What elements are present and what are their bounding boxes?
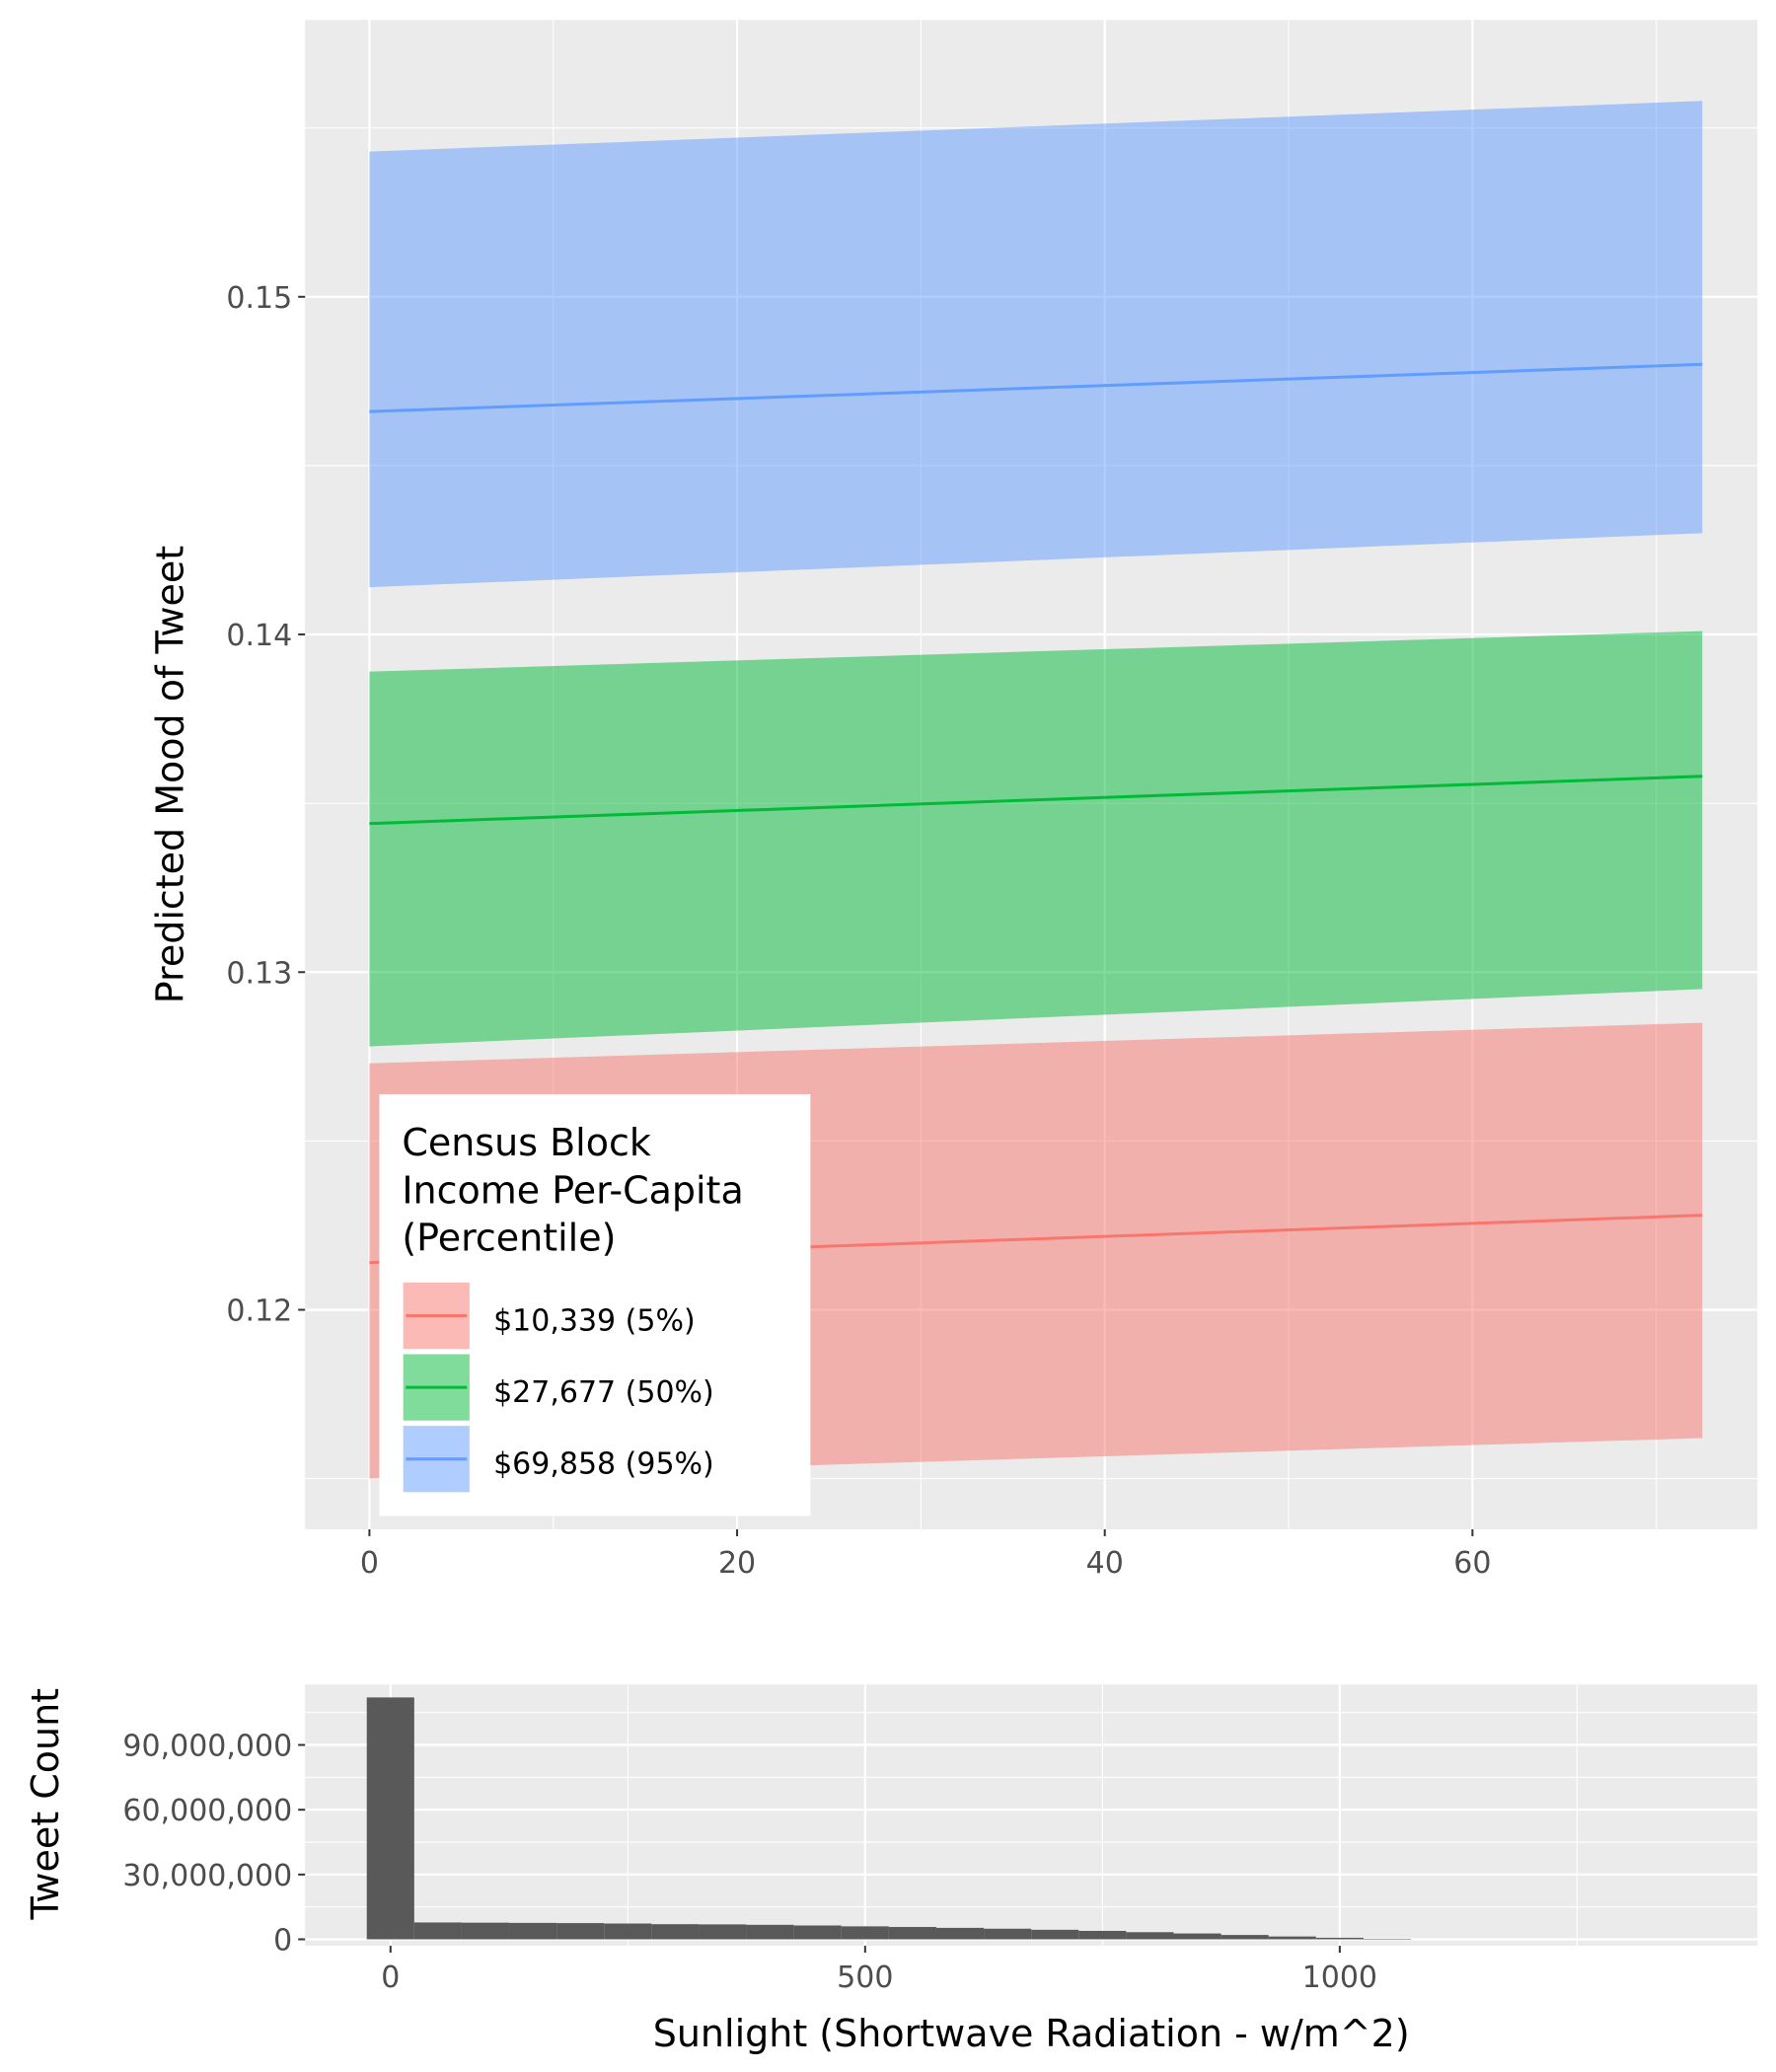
hist-x-tick-label: 1000	[1302, 1961, 1377, 1995]
histogram-bar	[461, 1922, 510, 1940]
x-tick-label: 60	[1453, 1546, 1491, 1581]
hist-x-tick-label: 500	[837, 1961, 893, 1995]
histogram-axes: 0 500 1000 0 30,000,000 60,000,000 90,000,000	[122, 1730, 1377, 1996]
legend-label-50pct: $27,677 (50%)	[493, 1375, 714, 1410]
histogram-bars	[366, 1697, 1412, 1940]
legend-title-line-1: Census Block	[402, 1121, 651, 1164]
histogram-bar	[1078, 1930, 1127, 1940]
hist-x-tick-label: 0	[381, 1961, 400, 1995]
histogram-panel-background	[305, 1684, 1758, 1947]
legend: Census Block Income Per-Capita (Percenti…	[379, 1094, 811, 1517]
histogram-bar	[509, 1922, 557, 1940]
y-tick-label: 0.14	[226, 619, 292, 653]
histogram-bar	[793, 1925, 842, 1940]
fit-line-2	[369, 362, 1703, 413]
histogram-bar	[888, 1927, 936, 1940]
histogram-bar	[413, 1922, 462, 1940]
y-tick-label: 0.12	[226, 1295, 292, 1329]
histogram-bar	[1126, 1932, 1174, 1940]
fit-line-1	[369, 775, 1703, 826]
histogram-bar	[1031, 1929, 1079, 1940]
hist-y-tick-label: 30,000,000	[122, 1859, 292, 1893]
hist-y-tick-label: 60,000,000	[122, 1794, 292, 1828]
x-tick-label: 40	[1086, 1546, 1124, 1581]
histogram-bar	[1268, 1936, 1316, 1940]
histogram-x-axis-title: Sunlight (Shortwave Radiation - w/m^2)	[653, 2012, 1410, 2055]
legend-keys	[403, 1282, 470, 1493]
prediction-y-axis-title: Predicted Mood of Tweet	[149, 546, 192, 1003]
y-tick-label: 0.13	[226, 956, 292, 991]
hist-y-tick-label: 90,000,000	[122, 1730, 292, 1764]
y-tick-label: 0.15	[226, 281, 292, 316]
x-tick-label: 0	[360, 1546, 379, 1581]
histogram-y-axis-title: Tweet Count	[24, 1688, 67, 1921]
legend-label-5pct: $10,339 (5%)	[493, 1303, 696, 1338]
confidence-band-1	[369, 630, 1703, 1047]
histogram-bar	[366, 1697, 414, 1940]
legend-title-line-2: Income Per-Capita	[402, 1168, 743, 1212]
histogram-bar	[984, 1928, 1032, 1940]
histogram-bar	[1363, 1939, 1412, 1940]
histogram-bar	[556, 1923, 605, 1940]
hist-y-tick-label: 0	[273, 1924, 292, 1959]
histogram-bar	[746, 1924, 794, 1940]
histogram-bar	[935, 1927, 985, 1940]
legend-title-line-3: (Percentile)	[402, 1217, 616, 1260]
prediction-panel: 0 20 40 60 0.12 0.13 0.14 0.15 Predicted Mood o…	[149, 20, 1758, 1581]
histogram-bar	[841, 1926, 889, 1940]
histogram-bar	[651, 1924, 700, 1940]
confidence-band-2	[369, 101, 1703, 588]
x-tick-label: 20	[718, 1546, 756, 1581]
prediction-axes: 0 20 40 60 0.12 0.13 0.14 0.15	[226, 281, 1491, 1581]
histogram-panel: 0 500 1000030,000,00060,000,00090,000,000 …	[24, 1684, 1758, 2055]
histogram-bar	[699, 1924, 747, 1940]
legend-label-95pct: $69,858 (95%)	[493, 1447, 714, 1482]
histogram-bar	[604, 1923, 652, 1940]
histogram-bar	[1315, 1937, 1364, 1940]
histogram-bar	[1173, 1933, 1221, 1940]
histogram-bar	[1221, 1935, 1269, 1940]
